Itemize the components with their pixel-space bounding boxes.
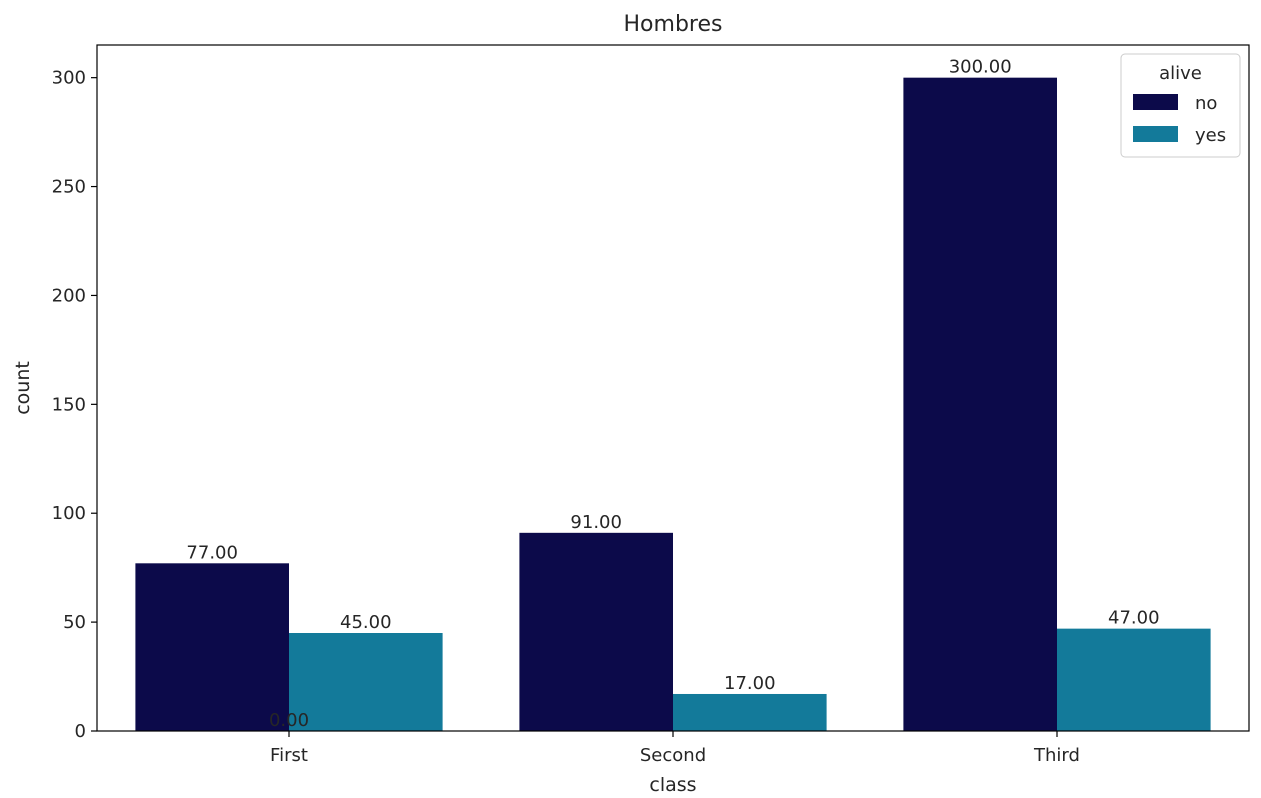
bar-yes-second [673,693,827,731]
bars-group [135,77,1211,731]
y-axis: 0 50 100 150 200 250 300 [52,68,97,742]
bar-no-third [903,77,1057,731]
y-axis-label: count [12,361,34,415]
x-tick-label: Third [1033,745,1080,766]
legend-label-yes: yes [1195,125,1226,146]
extra-annotation-0: 0.00 [269,710,309,731]
bar-label-no-third: 300.00 [949,57,1012,78]
y-tick-label: 100 [52,503,86,524]
chart-title: Hombres [624,12,723,37]
bar-labels-group: 77.00 91.00 300.00 45.00 17.00 47.00 0.00 [186,57,1159,731]
x-axis-label: class [649,774,696,796]
y-tick-label: 0 [75,721,86,742]
bar-no-first [135,563,289,731]
bar-label-no-first: 77.00 [186,542,238,563]
y-tick-label: 250 [52,177,86,198]
bar-yes-first [289,633,443,731]
legend-swatch-yes [1133,126,1178,142]
y-tick-label: 300 [52,68,86,89]
bar-no-second [519,532,673,731]
legend: alive no yes [1120,53,1241,158]
x-axis: First Second Third [270,731,1080,766]
y-tick-label: 150 [52,394,86,415]
x-tick-label: First [270,745,308,766]
bar-label-yes-first: 45.00 [340,612,392,633]
legend-swatch-no [1133,94,1178,110]
bar-label-yes-third: 47.00 [1108,608,1160,629]
plot-frame [96,44,1250,732]
bar-label-yes-second: 17.00 [724,673,776,694]
bar-label-no-second: 91.00 [570,512,622,533]
x-tick-label: Second [640,745,706,766]
bar-yes-third [1057,628,1211,731]
legend-title: alive [1159,63,1202,84]
y-tick-label: 50 [63,612,86,633]
legend-label-no: no [1195,93,1217,114]
y-tick-label: 200 [52,285,86,306]
